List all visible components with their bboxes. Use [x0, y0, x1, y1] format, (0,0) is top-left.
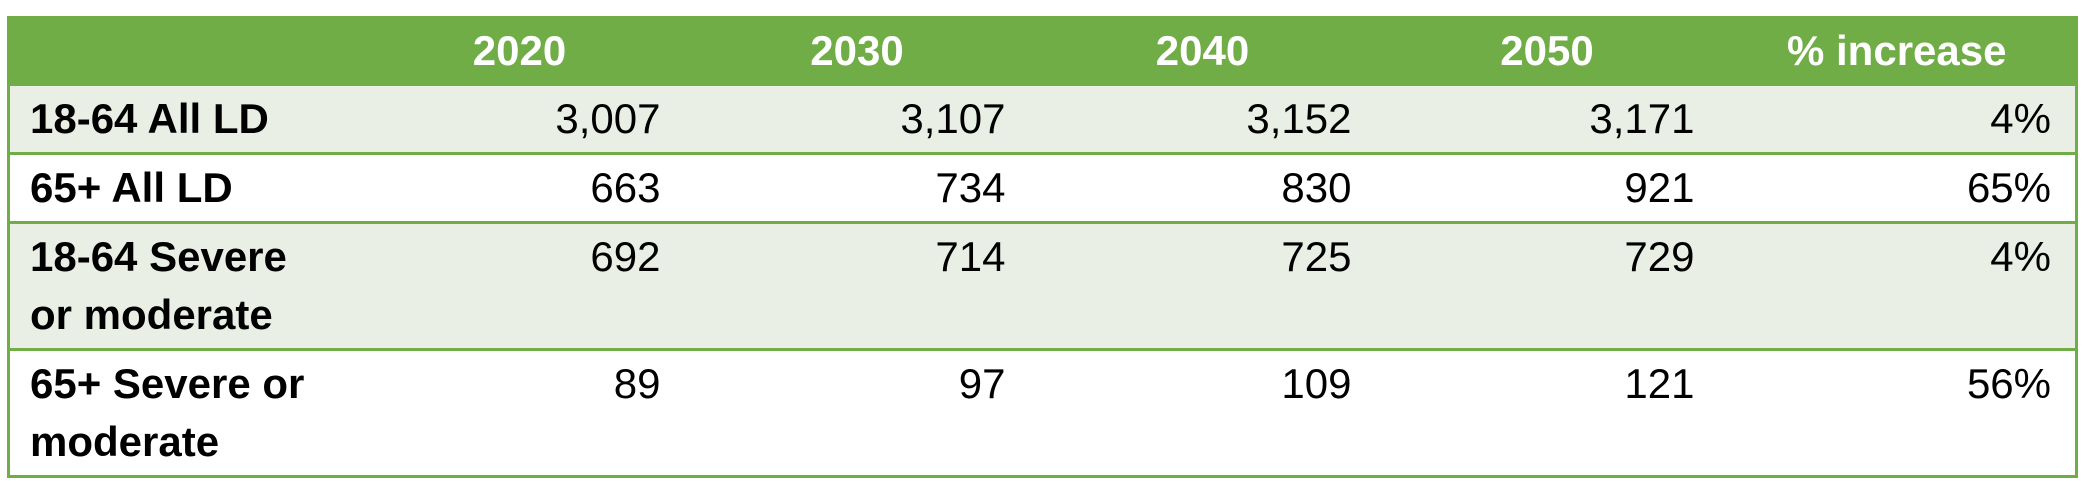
cell-value: 729: [1375, 221, 1719, 350]
cell-value: 4%: [1718, 83, 2077, 154]
cell-value: 121: [1375, 348, 1719, 477]
column-header: 2030: [684, 17, 1030, 85]
cell-value: 109: [1029, 348, 1376, 477]
cell-value: 3,107: [684, 83, 1030, 154]
corner-cell: [8, 17, 355, 85]
row-label: 65+ All LD: [8, 152, 355, 223]
cell-value: 3,171: [1375, 83, 1719, 154]
table-row: 65+ Severe or moderate 89 97 109 121 56%: [8, 348, 2077, 477]
column-header: 2050: [1375, 17, 1719, 85]
cell-value: 725: [1029, 221, 1376, 350]
header-row: 2020 2030 2040 2050% increase: [8, 17, 2077, 85]
cell-value: 65%: [1718, 152, 2077, 223]
cell-value: 714: [684, 221, 1030, 350]
cell-value: 56%: [1718, 348, 2077, 477]
table-row: 18-64 All LD 3,007 3,107 3,152 3,171 4%: [8, 83, 2077, 154]
column-header: 2040: [1029, 17, 1376, 85]
cell-value: 3,007: [354, 83, 685, 154]
cell-value: 830: [1029, 152, 1376, 223]
table-row: 18-64 Severe or moderate 692 714 725 729 4%: [8, 221, 2077, 350]
column-header: % increase: [1718, 17, 2077, 85]
row-label: 65+ Severe or moderate: [8, 348, 355, 477]
row-label: 18-64 Severe or moderate: [8, 221, 355, 350]
cell-value: 97: [684, 348, 1030, 477]
table-row: 65+ All LD 663 734 830 921 65%: [8, 152, 2077, 223]
cell-value: 663: [354, 152, 685, 223]
data-table: 2020 2030 2040 2050% increase 18-64 All LD 3…: [7, 16, 2078, 478]
cell-value: 921: [1375, 152, 1719, 223]
cell-value: 3,152: [1029, 83, 1376, 154]
cell-value: 4%: [1718, 221, 2077, 350]
column-header: 2020: [354, 17, 685, 85]
cell-value: 692: [354, 221, 685, 350]
row-label: 18-64 All LD: [8, 83, 355, 154]
cell-value: 734: [684, 152, 1030, 223]
cell-value: 89: [354, 348, 685, 477]
